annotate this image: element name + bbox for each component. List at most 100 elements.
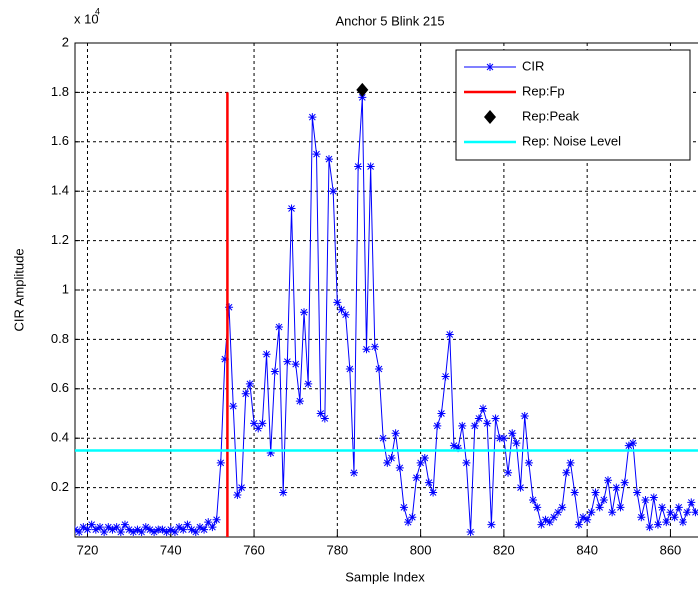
x-tick-label: 820 [493,542,515,557]
y-tick-label: 1.2 [51,232,69,247]
legend-marker [486,63,494,71]
data-point [683,508,692,517]
data-point [420,453,429,462]
data-point [216,458,225,467]
data-point [408,513,417,522]
data-point [641,495,650,504]
data-point [412,473,421,482]
y-multiplier-exponent: 4 [95,6,100,16]
data-point [529,495,538,504]
data-point [374,365,383,374]
data-point [441,372,450,381]
data-point [320,414,329,423]
data-point [608,508,617,517]
data-point [495,434,504,443]
data-point [158,525,167,534]
data-point [587,508,596,517]
x-tick-label: 840 [576,542,598,557]
y-tick-label: 0.4 [51,430,69,445]
data-point [345,365,354,374]
data-point [583,515,592,524]
y-multiplier: x 10 [74,11,99,26]
data-point [691,508,698,517]
data-point [200,525,209,534]
data-point [541,515,550,524]
data-point [362,345,371,354]
data-point [133,525,142,534]
data-point [275,323,284,332]
data-point [566,458,575,467]
data-point [162,528,171,537]
x-tick-label: 740 [160,542,182,557]
data-point [658,503,667,512]
legend-marker [484,110,496,124]
data-point [250,419,259,428]
data-point [95,523,104,532]
data-point [504,468,513,477]
data-point [570,488,579,497]
data-point [79,523,88,532]
data-point [595,503,604,512]
data-point [383,458,392,467]
data-point [670,513,679,522]
data-point [603,476,612,485]
data-point [262,350,271,359]
data-point [129,528,138,537]
data-point [662,518,671,527]
data-point [154,525,163,534]
data-point [312,150,321,159]
data-point [537,520,546,529]
data-point [416,458,425,467]
data-point [150,528,159,537]
data-point [508,429,517,438]
data-point [333,298,342,307]
data-point [287,204,296,213]
y-tick-label: 1.6 [51,133,69,148]
data-point [474,414,483,423]
data-point [91,525,100,534]
y-tick-label: 0.2 [51,479,69,494]
data-point [591,488,600,497]
legend-label: CIR [522,58,544,73]
data-point [674,503,683,512]
data-point [612,483,621,492]
data-point [554,508,563,517]
data-point [599,495,608,504]
data-point [483,419,492,428]
data-point [666,508,675,517]
plot-layer [75,43,698,537]
data-point [404,518,413,527]
data-point [366,162,375,171]
data-point [87,520,96,529]
data-point [279,488,288,497]
data-point [649,493,658,502]
data-point [125,525,134,534]
y-tick-label: 1.8 [51,84,69,99]
data-point [620,478,629,487]
data-point [429,488,438,497]
data-point [337,305,346,314]
data-point [112,523,121,532]
x-tick-label: 720 [77,542,99,557]
data-point [116,528,125,537]
chart-title: Anchor 5 Blink 215 [335,13,444,28]
data-point [379,434,388,443]
y-axis-label: CIR Amplitude [11,248,26,331]
data-point [533,503,542,512]
data-point [562,468,571,477]
data-point [291,360,300,369]
legend-label: Rep:Peak [522,108,580,123]
data-point [225,303,234,312]
data-point [479,404,488,413]
y-tick-label: 0.8 [51,331,69,346]
data-point [237,483,246,492]
data-point [354,162,363,171]
data-point [204,518,213,527]
data-point [437,409,446,418]
data-point [520,411,529,420]
data-point [645,523,654,532]
data-point [316,409,325,418]
data-point [229,402,238,411]
data-point [370,342,379,351]
